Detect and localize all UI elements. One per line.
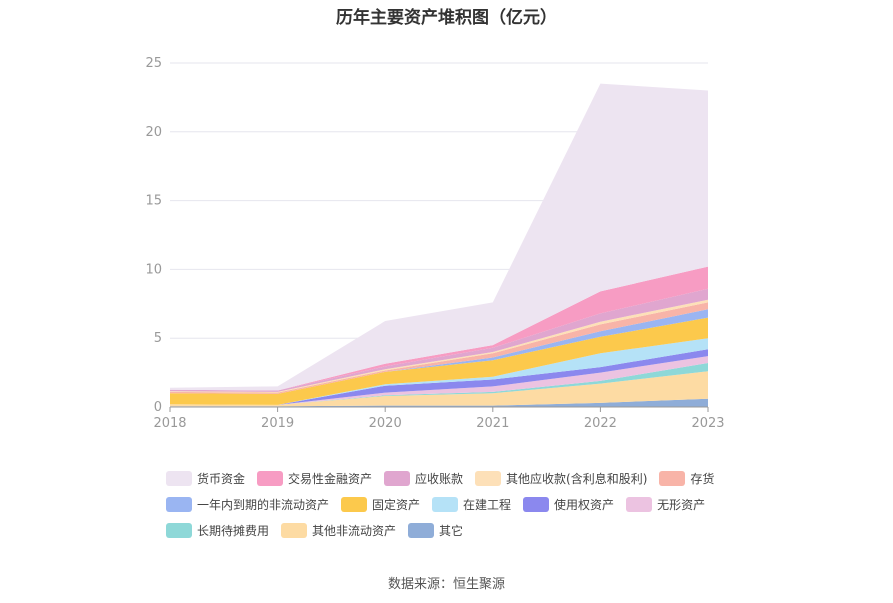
legend-label: 其他应收款(含利息和股利) (506, 472, 648, 486)
y-tick-label: 0 (154, 400, 162, 415)
legend-swatch (166, 471, 192, 486)
legend-swatch (475, 471, 502, 486)
x-tick-label: 2022 (584, 416, 617, 431)
legend-item[interactable]: 其他应收款(含利息和股利) (475, 470, 647, 487)
y-tick-label: 5 (154, 331, 162, 346)
x-tick-label: 2019 (261, 416, 294, 431)
x-tick-label: 2018 (153, 416, 186, 431)
legend-label: 应收账款 (415, 472, 464, 486)
legend-swatch (166, 497, 192, 512)
area-series-3 (170, 356, 708, 405)
legend-item[interactable]: 货币资金 (166, 470, 245, 487)
y-tick-label: 15 (145, 194, 162, 209)
legend-swatch (659, 471, 686, 486)
area-series-12 (170, 83, 708, 391)
legend-label: 存货 (690, 472, 715, 486)
legend-label: 长期待摊费用 (197, 524, 270, 538)
legend-label: 其他非流动资产 (312, 524, 397, 538)
legend-swatch (432, 497, 459, 512)
legend-item[interactable]: 交易性金融资产 (257, 470, 372, 487)
legend-item[interactable]: 在建工程 (432, 496, 511, 513)
legend-label: 固定资产 (372, 498, 421, 512)
legend-label: 一年内到期的非流动资产 (197, 498, 330, 512)
legend-item[interactable]: 其它 (408, 522, 463, 539)
legend-label: 货币资金 (197, 472, 246, 486)
area-series-0 (170, 398, 708, 407)
y-tick-label: 20 (145, 125, 162, 140)
area-series (170, 83, 708, 407)
legend-swatch (166, 523, 192, 538)
legend-swatch (384, 471, 411, 486)
legend-swatch (281, 523, 308, 538)
chart-title: 历年主要资产堆积图（亿元） (336, 8, 557, 28)
legend-item[interactable]: 存货 (659, 470, 714, 487)
legend-item[interactable]: 使用权资产 (523, 496, 614, 513)
y-tick-label: 10 (145, 262, 162, 277)
x-tick-label: 2023 (691, 416, 724, 431)
legend-item[interactable]: 一年内到期的非流动资产 (166, 496, 329, 513)
legend-swatch (626, 497, 653, 512)
legend-item[interactable]: 其他非流动资产 (281, 522, 396, 539)
legend-item[interactable]: 应收账款 (384, 470, 463, 487)
area-series-6 (170, 317, 708, 405)
data-source-note: 数据来源：恒生聚源 (387, 577, 505, 592)
x-tick-label: 2021 (476, 416, 509, 431)
area-series-1 (170, 371, 708, 407)
legend-label: 无形资产 (657, 498, 706, 512)
x-tick-label: 2020 (369, 416, 402, 431)
legend-swatch (408, 523, 435, 538)
y-tick-label: 25 (145, 56, 162, 71)
legend-swatch (523, 497, 550, 512)
legend-label: 使用权资产 (554, 498, 615, 512)
legend-item[interactable]: 固定资产 (341, 496, 420, 513)
legend-swatch (341, 497, 368, 512)
legend-label: 其它 (439, 524, 464, 538)
legend-item[interactable]: 无形资产 (626, 496, 705, 513)
legend-swatch (257, 471, 284, 486)
legend-label: 交易性金融资产 (288, 472, 373, 486)
axes: 0 5 10 15 20 25 2018 2019 2020 2021 2022 2023 (145, 56, 724, 431)
legend-item[interactable]: 长期待摊费用 (166, 522, 269, 539)
legend-label: 在建工程 (463, 498, 512, 512)
legend: 货币资金 交易性金融资产 应收账款 其他应收款(含利息和股利) 存货一年内到期的非流动资… (166, 470, 766, 539)
